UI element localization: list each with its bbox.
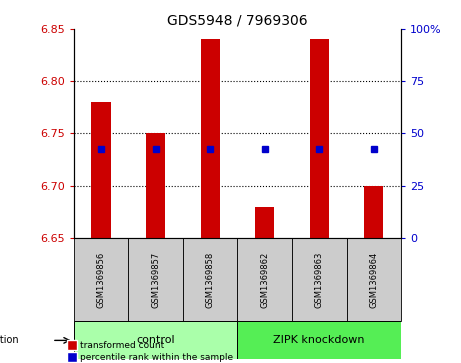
- Legend: transformed count, percentile rank within the sample: transformed count, percentile rank withi…: [65, 338, 236, 363]
- Text: control: control: [136, 335, 175, 345]
- Bar: [292, 238, 347, 321]
- Bar: [237, 238, 292, 321]
- Bar: [364, 185, 384, 238]
- Text: GSM1369863: GSM1369863: [315, 252, 324, 308]
- Text: GSM1369862: GSM1369862: [260, 252, 269, 308]
- Text: genotype/variation: genotype/variation: [0, 335, 19, 345]
- Bar: [146, 134, 165, 238]
- Bar: [74, 321, 237, 359]
- Bar: [74, 238, 128, 321]
- Bar: [310, 40, 329, 238]
- Text: GSM1369864: GSM1369864: [369, 252, 378, 308]
- Bar: [183, 238, 237, 321]
- Title: GDS5948 / 7969306: GDS5948 / 7969306: [167, 14, 308, 28]
- Bar: [91, 102, 111, 238]
- Bar: [237, 321, 401, 359]
- Bar: [255, 207, 274, 238]
- Text: GSM1369858: GSM1369858: [206, 252, 215, 308]
- Text: GSM1369857: GSM1369857: [151, 252, 160, 308]
- Bar: [128, 238, 183, 321]
- Bar: [347, 238, 401, 321]
- Text: GSM1369856: GSM1369856: [96, 252, 106, 308]
- Text: ZIPK knockdown: ZIPK knockdown: [273, 335, 365, 345]
- Bar: [201, 40, 220, 238]
